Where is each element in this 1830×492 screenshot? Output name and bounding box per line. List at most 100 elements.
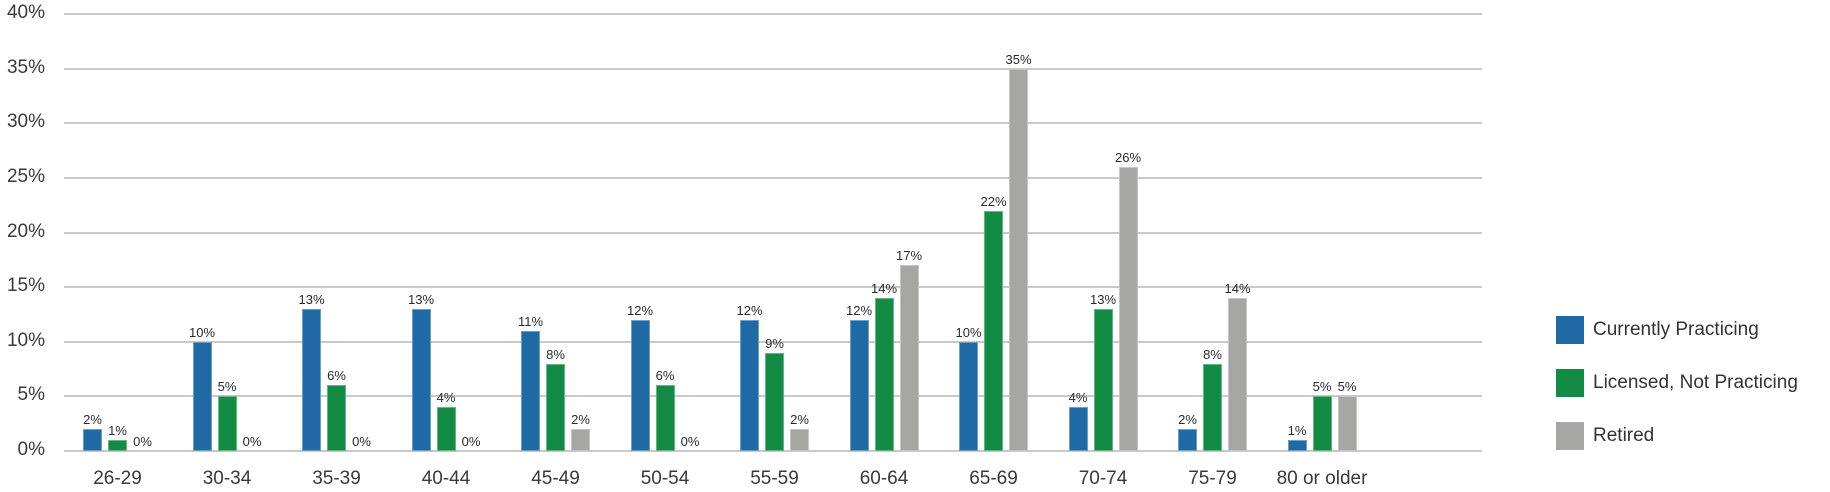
y-tick-label: 40% [6,2,45,23]
x-tick-label: 75-79 [1188,468,1237,489]
bar [874,298,894,451]
bar [1312,396,1332,451]
bar [1093,308,1113,451]
x-tick-label: 26-29 [93,468,142,489]
gridline [64,67,1482,70]
x-tick-label: 30-34 [202,468,252,489]
bar [1009,68,1028,451]
bar-value-label: 0% [352,434,371,449]
legend-label: Retired [1593,425,1655,446]
bar-value-label: 5% [1337,379,1357,395]
x-tick-label: 40-44 [421,468,471,489]
bar-value-label: 13% [1089,291,1117,307]
bar-value-label: 13% [298,291,325,307]
bar [411,308,431,451]
x-tick-label: 70-74 [1078,468,1128,489]
y-tick-label: 20% [6,220,45,242]
bar [765,352,784,451]
bar [849,319,869,451]
x-tick-label: 65-69 [969,468,1018,489]
bar [436,407,456,451]
bar-value-label: 10% [188,324,216,340]
bar-value-label: 1% [1287,423,1307,439]
bar-value-label: 5% [217,379,237,395]
bar-value-label: 4% [436,390,456,406]
gridline [64,286,1482,289]
gridline [64,450,1482,452]
bar [302,308,321,451]
gridline [64,176,1482,179]
bar-value-label: 5% [1312,379,1332,395]
bar-value-label: 22% [980,193,1007,209]
gridline [64,122,1482,125]
legend-label: Currently Practicing [1593,319,1759,340]
bar-value-label: 8% [546,346,565,362]
bar-value-label: 0% [133,434,152,449]
bar [630,319,650,451]
bar [192,341,212,451]
bar [546,363,565,451]
gridline [64,340,1482,343]
y-tick-label: 5% [17,384,45,406]
bar [984,210,1003,451]
x-tick-label: 35-39 [312,468,361,489]
bar-value-label: 2% [571,412,590,428]
bar-value-label: 1% [108,423,127,439]
bar-value-label: 14% [1224,281,1251,297]
bar-value-label: 2% [83,412,102,428]
gridline [64,231,1482,234]
bar-value-label: 26% [1114,149,1142,165]
bar [217,396,237,451]
legend-swatch-icon [1556,316,1584,344]
bar [108,440,127,451]
bar-value-label: 0% [242,434,262,449]
bar [740,319,759,451]
bar [655,385,675,451]
legend-swatch-icon [1556,369,1584,397]
bar-value-label: 12% [626,302,654,318]
bar [959,341,978,451]
legend-item-retired: Retired [1556,422,1654,450]
bar-value-label: 12% [845,302,873,318]
bar-value-label: 9% [765,335,784,351]
bar [521,330,540,451]
bar [1287,440,1307,451]
bar-value-label: 10% [955,324,982,340]
x-tick-label: 55-59 [750,468,799,489]
bar [899,265,919,451]
legend-label: Licensed, Not Practicing [1593,372,1798,393]
bar-value-label: 12% [736,302,763,318]
bar-value-label: 2% [1178,412,1197,428]
bar-value-label: 4% [1068,390,1088,406]
legend-swatch-icon [1556,422,1584,450]
bar [83,429,102,451]
bar-value-label: 8% [1203,346,1222,362]
bar [1228,298,1247,451]
x-tick-label: 80 or older [1276,468,1368,489]
bar [1178,429,1197,451]
bar-value-label: 35% [1005,51,1032,67]
y-tick-label: 10% [6,329,45,351]
bar [1203,363,1222,451]
bar-value-label: 13% [407,291,435,307]
bar [1118,166,1138,451]
y-tick-label: 30% [6,111,45,133]
x-tick-label: 50-54 [640,468,690,489]
x-tick-label: 60-64 [859,468,909,489]
gridline [64,13,1482,15]
bar [1068,407,1088,451]
bar [327,385,346,451]
bar-value-label: 0% [680,434,700,449]
bar-value-label: 2% [790,412,809,428]
bar-value-label: 6% [327,368,346,384]
y-tick-label: 0% [17,439,45,460]
bar-value-label: 17% [895,248,923,264]
bar-value-label: 11% [517,313,544,329]
bar [1337,396,1357,451]
bar-value-label: 14% [870,281,898,297]
legend-item-currently-practicing: Currently Practicing [1556,316,1759,344]
bar-value-label: 6% [655,368,675,384]
bar [571,429,590,451]
x-tick-label: 45-49 [531,468,580,489]
